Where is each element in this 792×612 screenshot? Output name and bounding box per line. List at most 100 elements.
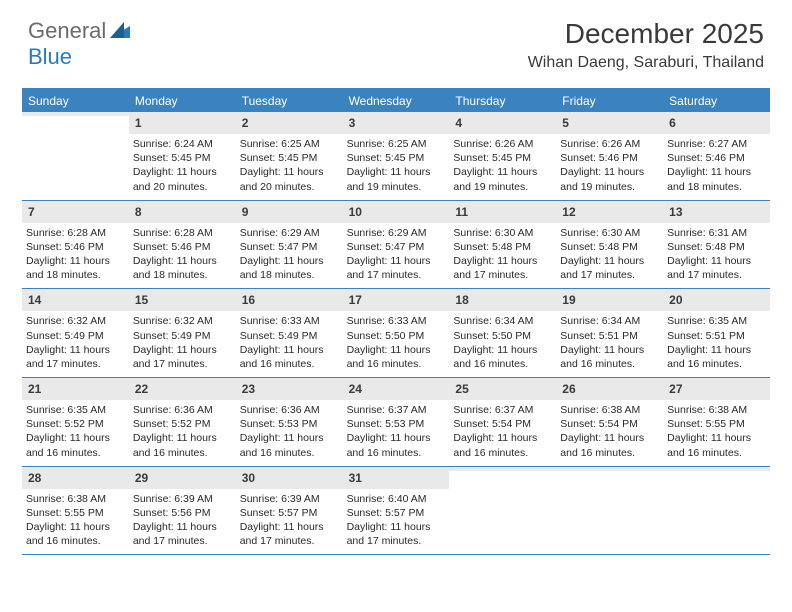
day-cell: 30Sunrise: 6:39 AMSunset: 5:57 PMDayligh…: [236, 467, 343, 555]
day-number-row: 25: [449, 378, 556, 400]
day-number: 11: [455, 205, 468, 219]
day-daylight1: Daylight: 11 hours: [453, 343, 552, 357]
day-number: 23: [242, 382, 255, 396]
day-number: 4: [455, 116, 462, 130]
day-number-row: 31: [343, 467, 450, 489]
day-daylight2: and 17 minutes.: [26, 357, 125, 371]
day-daylight1: Daylight: 11 hours: [133, 254, 232, 268]
day-daylight2: and 20 minutes.: [240, 180, 339, 194]
day-daylight2: and 17 minutes.: [240, 534, 339, 548]
day-number-row: 7: [22, 201, 129, 223]
day-sunrise: Sunrise: 6:27 AM: [667, 137, 766, 151]
day-daylight2: and 17 minutes.: [133, 534, 232, 548]
day-daylight1: Daylight: 11 hours: [560, 343, 659, 357]
day-number-row: 2: [236, 112, 343, 134]
day-number: 6: [669, 116, 676, 130]
day-body: Sunrise: 6:35 AMSunset: 5:52 PMDaylight:…: [26, 403, 125, 460]
day-body: Sunrise: 6:33 AMSunset: 5:50 PMDaylight:…: [347, 314, 446, 371]
day-daylight2: and 17 minutes.: [667, 268, 766, 282]
day-sunset: Sunset: 5:54 PM: [453, 417, 552, 431]
day-number-row: 22: [129, 378, 236, 400]
day-sunset: Sunset: 5:52 PM: [26, 417, 125, 431]
day-cell: 21 Sunrise: 6:35 AMSunset: 5:52 PMDayligh…: [22, 378, 129, 466]
day-daylight2: and 16 minutes.: [667, 446, 766, 460]
day-cell: [556, 467, 663, 555]
day-body: Sunrise: 6:27 AMSunset: 5:46 PMDaylight:…: [667, 137, 766, 194]
day-number-row: 20: [663, 289, 770, 311]
day-number-row: 17: [343, 289, 450, 311]
day-sunset: Sunset: 5:51 PM: [560, 329, 659, 343]
day-sunset: Sunset: 5:57 PM: [240, 506, 339, 520]
day-cell: 29 Sunrise: 6:39 AMSunset: 5:56 PMDayligh…: [129, 467, 236, 555]
day-daylight1: Daylight: 11 hours: [347, 254, 446, 268]
day-number: 26: [562, 382, 575, 396]
day-number: 19: [562, 293, 575, 307]
day-body: Sunrise: 6:30 AMSunset: 5:48 PMDaylight:…: [453, 226, 552, 283]
day-number-row: 18: [449, 289, 556, 311]
day-cell: 22Sunrise: 6:36 AMSunset: 5:52 PMDayligh…: [129, 378, 236, 466]
day-sunrise: Sunrise: 6:35 AM: [26, 403, 125, 417]
day-daylight1: Daylight: 11 hours: [133, 343, 232, 357]
day-daylight2: and 16 minutes.: [560, 357, 659, 371]
day-daylight1: Daylight: 11 hours: [240, 431, 339, 445]
title-block: December 2025 Wihan Daeng, Saraburi, Tha…: [528, 18, 764, 72]
day-body: Sunrise: 6:29 AMSunset: 5:47 PMDaylight:…: [347, 226, 446, 283]
weekday-sunday: Sunday: [22, 90, 129, 112]
day-sunset: Sunset: 5:51 PM: [667, 329, 766, 343]
day-number: 24: [349, 382, 362, 396]
day-sunset: Sunset: 5:46 PM: [133, 240, 232, 254]
day-body: Sunrise: 6:28 AMSunset: 5:46 PMDaylight:…: [133, 226, 232, 283]
day-cell: 23Sunrise: 6:36 AMSunset: 5:53 PMDayligh…: [236, 378, 343, 466]
week-row: 21Sunrise: 6:35 AMSunset: 5:52 PMDayligh…: [22, 378, 770, 467]
day-cell: 5 Sunrise: 6:26 AMSunset: 5:46 PMDaylight…: [556, 112, 663, 200]
day-sunrise: Sunrise: 6:28 AM: [133, 226, 232, 240]
day-number: 5: [562, 116, 569, 130]
day-sunset: Sunset: 5:47 PM: [347, 240, 446, 254]
day-number-row: 23: [236, 378, 343, 400]
logo-word-blue: Blue: [28, 44, 72, 69]
day-number-row: 26: [556, 378, 663, 400]
day-sunrise: Sunrise: 6:38 AM: [26, 492, 125, 506]
day-cell: 8 Sunrise: 6:28 AMSunset: 5:46 PMDaylight…: [129, 201, 236, 289]
day-number: 3: [349, 116, 356, 130]
day-number: 9: [242, 205, 249, 219]
day-daylight2: and 18 minutes.: [26, 268, 125, 282]
day-daylight1: Daylight: 11 hours: [26, 520, 125, 534]
day-daylight1: Daylight: 11 hours: [560, 165, 659, 179]
day-number-row: 12: [556, 201, 663, 223]
day-daylight2: and 18 minutes.: [240, 268, 339, 282]
day-sunrise: Sunrise: 6:25 AM: [347, 137, 446, 151]
day-sunset: Sunset: 5:45 PM: [133, 151, 232, 165]
day-number-row: 29: [129, 467, 236, 489]
day-number-row: 15: [129, 289, 236, 311]
day-sunset: Sunset: 5:46 PM: [560, 151, 659, 165]
location: Wihan Daeng, Saraburi, Thailand: [528, 54, 764, 72]
day-sunrise: Sunrise: 6:34 AM: [560, 314, 659, 328]
day-sunset: Sunset: 5:50 PM: [347, 329, 446, 343]
day-number: 25: [455, 382, 468, 396]
day-sunrise: Sunrise: 6:26 AM: [560, 137, 659, 151]
day-body: Sunrise: 6:39 AMSunset: 5:56 PMDaylight:…: [133, 492, 232, 549]
day-number-row: 8: [129, 201, 236, 223]
day-sunrise: Sunrise: 6:25 AM: [240, 137, 339, 151]
day-sunset: Sunset: 5:48 PM: [667, 240, 766, 254]
day-body: Sunrise: 6:34 AMSunset: 5:51 PMDaylight:…: [560, 314, 659, 371]
day-daylight1: Daylight: 11 hours: [347, 431, 446, 445]
day-sunrise: Sunrise: 6:28 AM: [26, 226, 125, 240]
day-cell: 24Sunrise: 6:37 AMSunset: 5:53 PMDayligh…: [343, 378, 450, 466]
day-cell: 27Sunrise: 6:38 AMSunset: 5:55 PMDayligh…: [663, 378, 770, 466]
day-sunset: Sunset: 5:49 PM: [133, 329, 232, 343]
day-cell: 3Sunrise: 6:25 AMSunset: 5:45 PMDaylight…: [343, 112, 450, 200]
day-sunrise: Sunrise: 6:38 AM: [560, 403, 659, 417]
day-number-row: [556, 467, 663, 471]
day-number-row: 13: [663, 201, 770, 223]
day-number: 21: [28, 382, 41, 396]
day-number: 13: [669, 205, 682, 219]
day-sunrise: Sunrise: 6:37 AM: [453, 403, 552, 417]
day-daylight1: Daylight: 11 hours: [560, 431, 659, 445]
day-number-row: 6: [663, 112, 770, 134]
day-daylight1: Daylight: 11 hours: [453, 165, 552, 179]
day-number: 28: [28, 471, 41, 485]
day-daylight2: and 16 minutes.: [133, 446, 232, 460]
weekday-tuesday: Tuesday: [236, 90, 343, 112]
